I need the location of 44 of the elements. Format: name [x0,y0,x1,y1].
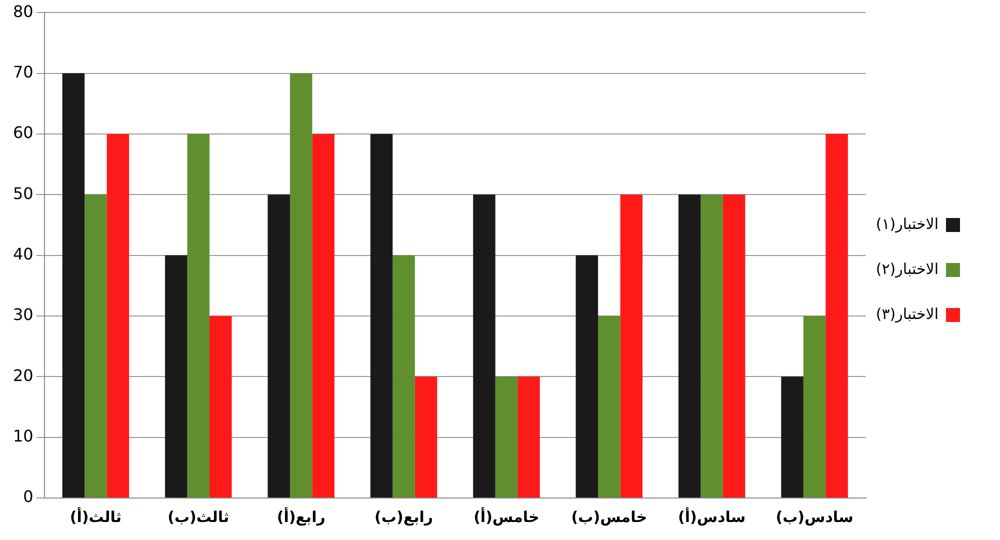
x-tick-label: رابع(أ) [276,506,326,526]
bar [576,255,598,498]
bar [268,194,290,498]
x-tick-label: سادس(أ) [678,506,746,526]
x-tick-label: خامس(أ) [474,506,540,526]
x-tick-label: رابع(ب) [374,508,433,526]
x-tick-label: ثالث(ب) [168,508,230,526]
y-tick-label: 10 [13,426,34,446]
bar [187,134,210,498]
bar [495,376,518,498]
bar [62,73,85,498]
x-tick-label: خامس(ب) [571,508,648,526]
bar [290,73,312,498]
legend-label: الاختبار(١) [876,214,938,233]
bar [598,316,620,498]
x-tick-label: سادس(ب) [776,508,854,526]
bar [106,134,130,498]
bar [165,255,188,498]
bar [473,194,496,498]
bar [518,376,540,498]
y-tick-label: 50 [13,184,34,203]
bar [392,255,415,498]
bar [781,376,804,498]
x-tick-label: ثالث(أ) [70,506,122,526]
y-tick-label: 40 [13,244,34,264]
bar [620,194,643,498]
bar [210,316,232,498]
y-tick-label: 0 [23,487,34,506]
legend-label: الاختبار(٣) [876,304,938,323]
bar [370,134,393,498]
bar [312,134,334,498]
bar [803,316,826,498]
bar [678,194,701,498]
y-tick-label: 70 [13,62,34,82]
bar [722,194,746,498]
bar [826,134,848,498]
y-tick-label: 20 [13,366,34,385]
y-tick-label: 80 [13,2,34,21]
bar [84,194,107,498]
bar [700,194,723,498]
legend-label: الاختبار(٢) [876,260,938,278]
y-tick-label: 30 [13,305,34,324]
bar [414,376,438,498]
y-tick-label: 60 [13,123,34,142]
